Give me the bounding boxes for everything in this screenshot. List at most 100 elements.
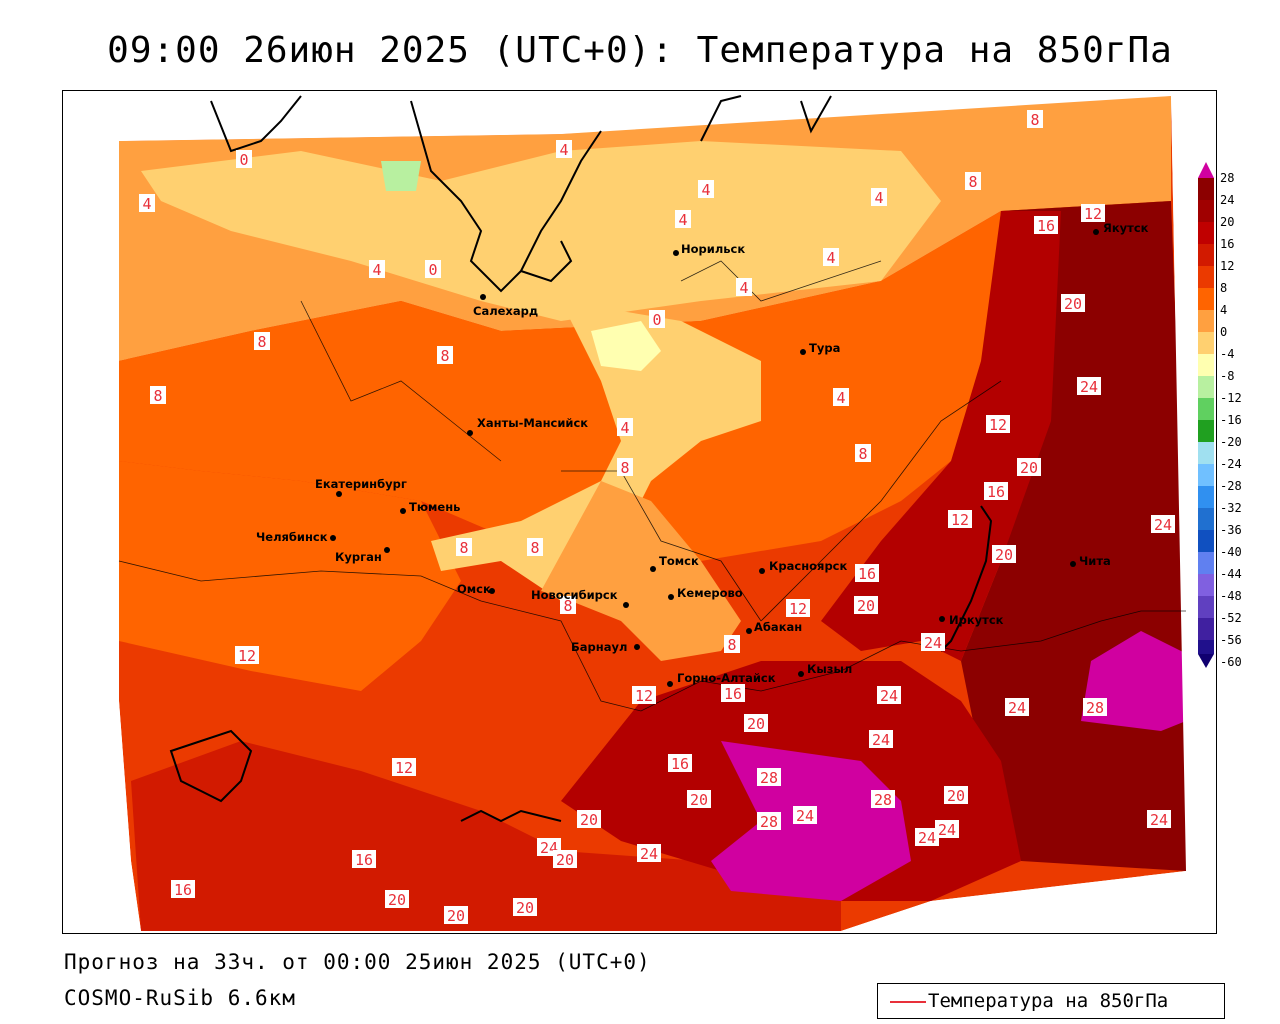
- cb-tick: 16: [1220, 237, 1235, 251]
- isotherm-label: 20: [944, 786, 968, 805]
- svg-text:Красноярск: Красноярск: [769, 559, 847, 573]
- cb-tick: -40: [1220, 545, 1242, 559]
- svg-text:8: 8: [153, 387, 162, 405]
- isotherm-label: 24: [935, 820, 959, 839]
- city-kyzyl: Кызыл: [798, 662, 852, 677]
- svg-text:20: 20: [690, 791, 708, 809]
- svg-text:12: 12: [951, 511, 969, 529]
- cb-tick: -56: [1220, 633, 1242, 647]
- svg-text:8: 8: [459, 539, 468, 557]
- svg-text:24: 24: [924, 634, 942, 652]
- svg-text:8: 8: [620, 459, 629, 477]
- isotherm-label: 16: [721, 684, 745, 703]
- city-kemerovo: Кемерово: [668, 586, 743, 600]
- svg-text:8: 8: [727, 636, 736, 654]
- isotherm-label: 24: [1147, 810, 1171, 829]
- isotherm-label: 4: [736, 278, 752, 297]
- svg-text:8: 8: [530, 539, 539, 557]
- isotherm-label: 20: [553, 850, 577, 869]
- isotherm-label: 8: [437, 346, 453, 365]
- svg-text:20: 20: [995, 546, 1013, 564]
- isotherm-label: 24: [921, 633, 945, 652]
- svg-text:Ханты-Мансийск: Ханты-Мансийск: [477, 416, 588, 430]
- svg-text:20: 20: [1064, 295, 1082, 313]
- city-krasnoyarsk: Красноярск: [759, 559, 847, 574]
- cb-tick: -36: [1220, 523, 1242, 537]
- svg-text:8: 8: [563, 597, 572, 615]
- isotherm-label: 8: [254, 332, 270, 351]
- svg-text:20: 20: [447, 907, 465, 925]
- svg-text:Екатеринбург: Екатеринбург: [315, 477, 407, 491]
- cb-n28-n24: [1198, 464, 1214, 486]
- svg-text:24: 24: [938, 821, 956, 839]
- cb-tick: 24: [1220, 193, 1235, 207]
- isotherm-label: 16: [1034, 216, 1058, 235]
- isotherm-label: 0: [236, 150, 252, 169]
- cb-tick: -16: [1220, 413, 1242, 427]
- isotherm-label: 24: [793, 806, 817, 825]
- svg-text:8: 8: [440, 347, 449, 365]
- isotherm-label: 20: [385, 890, 409, 909]
- svg-text:Якутск: Якутск: [1103, 221, 1149, 235]
- svg-text:20: 20: [1020, 459, 1038, 477]
- colorbar-bottom-arrow: [1198, 654, 1214, 668]
- city-tura: Тура: [800, 341, 840, 355]
- isotherm-label: 8: [724, 635, 740, 654]
- isotherm-label: 12: [986, 415, 1010, 434]
- isotherm-label: 4: [871, 188, 887, 207]
- cb-n8-n4: [1198, 354, 1214, 376]
- cb-tick: 28: [1220, 171, 1235, 185]
- isotherm-label: 12: [235, 646, 259, 665]
- svg-text:0: 0: [239, 151, 248, 169]
- isotherm-label: 28: [757, 768, 781, 787]
- city-abakan: Абакан: [746, 620, 802, 634]
- cb-4-8: [1198, 288, 1214, 310]
- isotherm-label: 20: [513, 898, 537, 917]
- city-yakutsk: Якутск: [1093, 221, 1149, 235]
- isotherm-label: 4: [556, 140, 572, 159]
- cb-8-12: [1198, 266, 1214, 288]
- isotherm-label: 20: [687, 790, 711, 809]
- legend-label: Температура на 850гПа: [928, 990, 1169, 1012]
- cb-tick: -44: [1220, 567, 1242, 581]
- svg-text:8: 8: [1030, 111, 1039, 129]
- svg-text:Кызыл: Кызыл: [807, 662, 852, 676]
- cb-12-16: [1198, 244, 1214, 266]
- isotherm-label: 28: [871, 790, 895, 809]
- svg-text:4: 4: [739, 279, 748, 297]
- isotherm-label: 24: [637, 844, 661, 863]
- isotherm-label: 12: [632, 686, 656, 705]
- forecast-info: Прогноз на 33ч. от 00:00 25июн 2025 (UTC…: [64, 950, 651, 974]
- svg-text:Иркутск: Иркутск: [949, 613, 1004, 627]
- city-chita: Чита: [1070, 554, 1111, 568]
- cb-16-20: [1198, 222, 1214, 244]
- svg-text:28: 28: [760, 813, 778, 831]
- svg-text:0: 0: [428, 261, 437, 279]
- isotherm-label: 24: [1151, 515, 1175, 534]
- svg-text:Чита: Чита: [1079, 554, 1111, 568]
- isotherm-label: 4: [369, 260, 385, 279]
- svg-text:12: 12: [989, 416, 1007, 434]
- isotherm-label: 20: [1061, 294, 1085, 313]
- cb-tick: 4: [1220, 303, 1228, 317]
- isotherm-label: 16: [855, 564, 879, 583]
- isotherm-label: 8: [1027, 110, 1043, 129]
- isotherm-label: 4: [698, 180, 714, 199]
- cb-tick: -32: [1220, 501, 1242, 515]
- isotherm-label: 20: [1017, 458, 1041, 477]
- isotherm-label: 16: [352, 850, 376, 869]
- cb-0-4: [1198, 310, 1214, 332]
- cb-n16-n12: [1198, 398, 1214, 420]
- isotherm-label: 20: [992, 545, 1016, 564]
- svg-text:28: 28: [874, 791, 892, 809]
- city-chelyabinsk: Челябинск: [256, 530, 336, 544]
- svg-text:4: 4: [874, 189, 883, 207]
- svg-text:4: 4: [620, 419, 629, 437]
- city-novosibirsk: Новосибирск: [531, 588, 629, 608]
- isotherm-label: 20: [854, 596, 878, 615]
- cb-n24-n20: [1198, 442, 1214, 464]
- cb-tick: -28: [1220, 479, 1242, 493]
- cb-n56-n52: [1198, 618, 1214, 640]
- svg-text:16: 16: [671, 755, 689, 773]
- city-salekhard: Салехард: [473, 294, 538, 318]
